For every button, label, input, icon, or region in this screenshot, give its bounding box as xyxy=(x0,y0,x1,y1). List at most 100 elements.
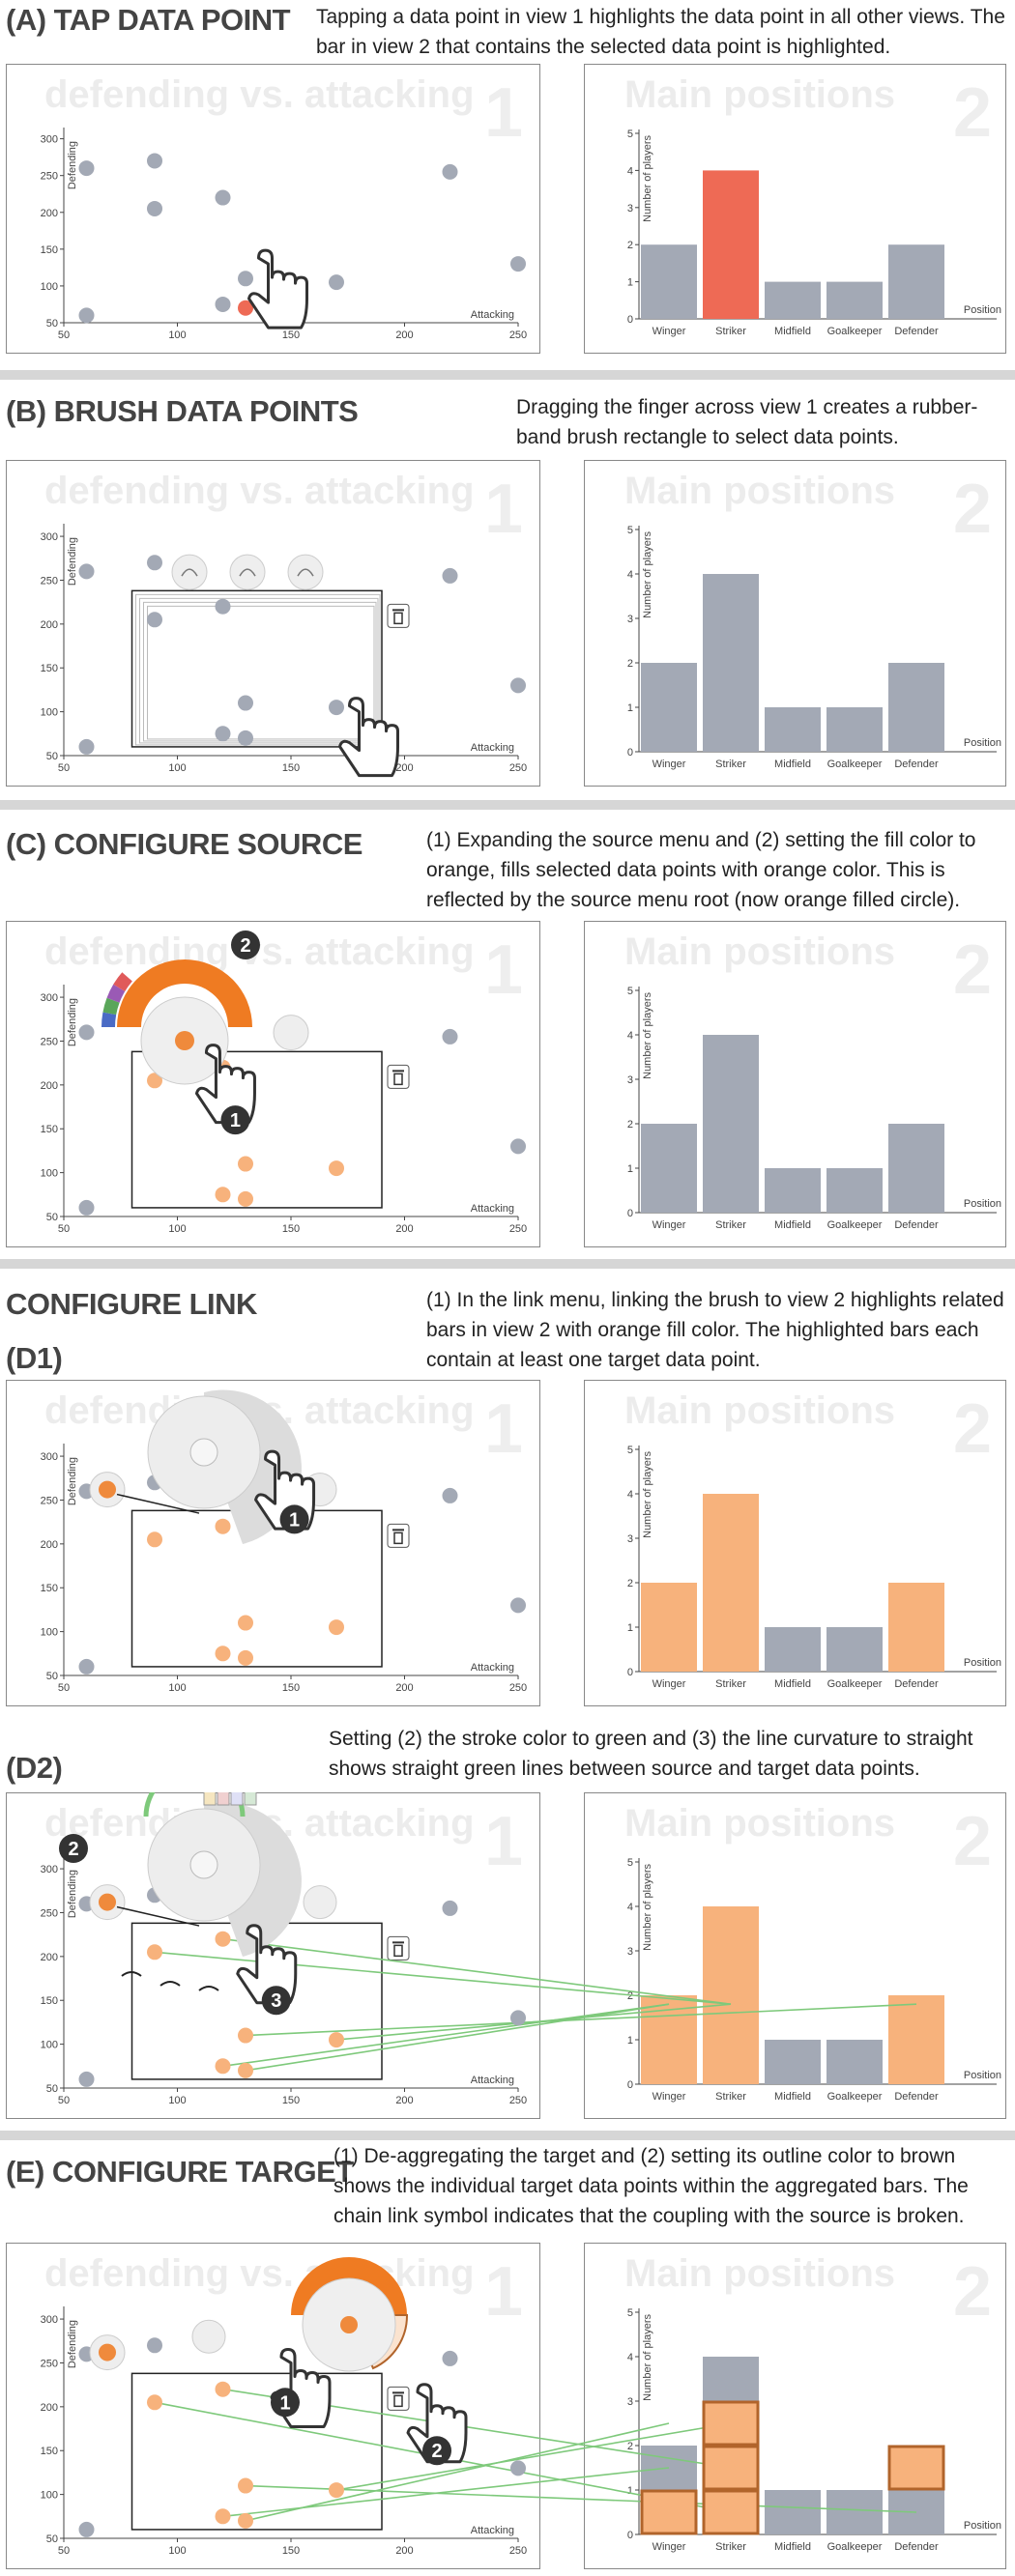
target-data-point-box xyxy=(887,2445,945,2491)
view1-x-tick-label: 150 xyxy=(282,329,300,341)
bar-striker xyxy=(703,1494,759,1672)
view2-y-tick-label: 0 xyxy=(627,1667,633,1678)
view2-number: 2 xyxy=(953,471,992,548)
view2-y-tick-label: 1 xyxy=(627,277,633,289)
line-curvature-option xyxy=(160,1981,181,1987)
bar-category-label: Winger xyxy=(652,2541,686,2553)
view2-title: Main positions xyxy=(624,930,895,973)
view2-y-axis-label: Number of players xyxy=(642,2314,653,2401)
data-point xyxy=(329,2482,344,2499)
view1-y-tick-label: 300 xyxy=(41,1864,58,1875)
view2-y-tick-label: 3 xyxy=(627,1533,633,1545)
view1-x-tick-label: 250 xyxy=(509,2095,527,2106)
view2-title: Main positions xyxy=(624,470,895,512)
data-point xyxy=(510,1597,526,1614)
hand-outline xyxy=(194,1044,256,1125)
view1-y-tick-label: 150 xyxy=(41,1995,58,2007)
color-swatch xyxy=(102,997,120,1016)
view1-y-axis-label: Defending xyxy=(67,141,78,189)
view2-y-tick-label: 3 xyxy=(627,1074,633,1086)
view1-x-tick-label: 250 xyxy=(509,762,527,774)
hand-tap-icon xyxy=(247,248,308,329)
bar-striker xyxy=(703,170,759,319)
brush-trail xyxy=(139,597,379,744)
divider xyxy=(0,1259,1015,1269)
view2-y-axis-label: Number of players xyxy=(642,531,653,618)
data-point xyxy=(510,1138,526,1155)
view1-title: defending vs. attacking xyxy=(44,930,475,973)
color-swatch xyxy=(113,972,132,991)
bar-midfield xyxy=(765,1627,821,1672)
view1-x-tick-label: 250 xyxy=(509,329,527,341)
bar-category-label: Winger xyxy=(652,326,686,337)
section-a-description: Tapping a data point in view 1 highlight… xyxy=(316,6,1005,58)
link-connector xyxy=(116,1493,200,1514)
data-point xyxy=(78,1199,95,1216)
view1-x-axis-label: Attacking xyxy=(471,742,514,754)
bar-midfield xyxy=(765,1168,821,1213)
data-point xyxy=(147,555,162,571)
bar-category-label: Goalkeeper xyxy=(827,2091,883,2103)
view1-y-tick-label: 200 xyxy=(41,619,58,631)
view2-y-tick-label: 4 xyxy=(627,2352,633,2363)
view2-title: Main positions xyxy=(624,1802,895,1845)
view1-y-axis-label: Defending xyxy=(67,1870,78,1918)
view1-title: defending vs. attacking xyxy=(44,470,475,512)
data-point xyxy=(78,2071,95,2087)
data-point xyxy=(215,726,231,742)
data-point xyxy=(329,700,344,716)
link-line xyxy=(245,2003,670,2072)
link-line xyxy=(222,2003,670,2068)
view1-y-tick-label: 100 xyxy=(41,281,58,293)
view2-y-tick-label: 5 xyxy=(627,1445,633,1456)
view2-y-tick-label: 5 xyxy=(627,986,633,997)
callout-number: 2 xyxy=(240,935,250,957)
view1-x-tick-label: 50 xyxy=(58,329,70,341)
view2-y-tick-label: 3 xyxy=(627,203,633,215)
hand-pointer-icon xyxy=(236,1924,298,2005)
view1-x-tick-label: 50 xyxy=(58,2095,70,2106)
data-point xyxy=(215,189,231,206)
trash-icon-body xyxy=(393,1531,403,1545)
hand-pointer-icon xyxy=(406,2383,468,2464)
data-point xyxy=(147,1944,162,1961)
link-line xyxy=(222,2467,670,2518)
data-point xyxy=(147,1531,162,1548)
target-data-point-box xyxy=(640,2489,698,2535)
data-point xyxy=(238,695,253,711)
data-point xyxy=(78,1658,95,1674)
data-point xyxy=(215,2508,231,2525)
data-point xyxy=(147,1073,162,1089)
divider xyxy=(0,800,1015,810)
data-point xyxy=(147,2394,162,2411)
callout-badge xyxy=(220,1105,250,1135)
bar-goalkeeper xyxy=(826,2490,883,2534)
view1-x-tick-label: 100 xyxy=(168,2545,186,2557)
view1-x-tick-label: 200 xyxy=(395,2545,413,2557)
data-point xyxy=(147,200,162,216)
view1-x-axis-label: Attacking xyxy=(471,1203,514,1215)
callout-badge xyxy=(422,2436,451,2466)
target-data-point-box xyxy=(702,2489,760,2535)
view2-y-tick-label: 4 xyxy=(627,165,633,177)
view1-y-tick-label: 150 xyxy=(41,1583,58,1594)
data-point xyxy=(329,274,344,291)
bar-category-label: Goalkeeper xyxy=(827,2541,883,2553)
bar-midfield xyxy=(765,281,821,319)
data-point xyxy=(78,563,95,580)
bar-category-label: Winger xyxy=(652,2091,686,2103)
data-point xyxy=(510,256,526,272)
data-point xyxy=(147,2337,162,2354)
view2-y-tick-label: 0 xyxy=(627,314,633,326)
view1-x-axis-label: Attacking xyxy=(471,1662,514,1674)
data-point xyxy=(215,296,231,312)
bar-defender xyxy=(888,244,944,319)
color-swatch xyxy=(217,1787,230,1806)
view2-y-tick-label: 0 xyxy=(627,2530,633,2541)
view1-number: 1 xyxy=(484,1803,523,1880)
view1-x-tick-label: 200 xyxy=(395,1223,413,1235)
